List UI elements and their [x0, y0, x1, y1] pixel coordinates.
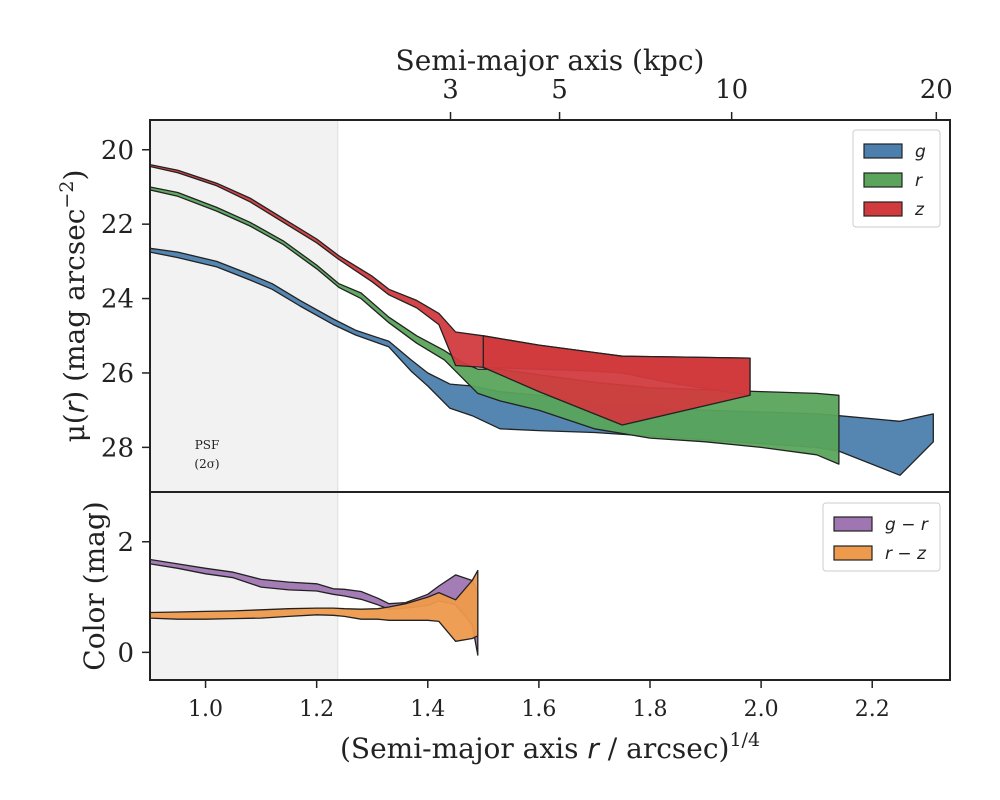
y-tick-label: 22	[101, 210, 134, 240]
top-legend: grz	[852, 129, 941, 228]
band-r-z	[150, 569, 479, 642]
y-tick-label: 20	[101, 136, 134, 166]
color-panel: 0 2 1.0 1.2 1.4 1.6 1.8 2.0 2.2 Color (mag) (Se…	[78, 491, 951, 765]
top-axis-label: Semi-major axis (kpc)	[396, 44, 705, 77]
bottom-x-axis-label: (Semi-major axis r / arcsec)1/4	[340, 729, 760, 765]
top-x-tick-label: 5	[551, 75, 568, 105]
legend-label-g: g	[915, 142, 926, 162]
legend-label-r: r	[915, 171, 923, 191]
psf-label-sigma: (2σ)	[194, 457, 219, 471]
top-x-tick-label: 3	[442, 75, 459, 105]
y-tick-label: 0	[117, 638, 134, 668]
x-tick-label: 1.2	[299, 697, 334, 722]
ylabel-sup: −2	[56, 181, 78, 209]
legend-swatch-g-r	[833, 516, 873, 532]
y-tick-label: 26	[101, 359, 134, 389]
legend-label-r-z: r − z	[885, 544, 927, 564]
legend-label-g-r: g − r	[885, 515, 929, 535]
ylabel-unit: ) (mag arcsec	[58, 209, 91, 402]
bottom-y-axis-label: Color (mag)	[78, 501, 111, 670]
top-y-axis-label: μ(r) (mag arcsec−2)	[56, 170, 91, 443]
ylabel-end: )	[58, 170, 91, 181]
xlabel-sup: 1/4	[729, 729, 760, 751]
legend-swatch-g	[863, 143, 903, 159]
legend-swatch-r-z	[833, 545, 873, 561]
psf-label: PSF	[195, 438, 220, 452]
xlabel-post: / arcsec)	[599, 732, 730, 765]
band-z-tail	[482, 335, 751, 426]
top-x-tick-label: 10	[715, 75, 748, 105]
y-tick-label: 2	[117, 528, 134, 558]
ylabel-mu: μ(	[58, 413, 91, 442]
bottom-panel-frame	[149, 491, 951, 681]
legend-swatch-r	[863, 172, 903, 188]
x-tick-label: 1.6	[521, 697, 556, 722]
top-x-tick-label: 20	[920, 75, 953, 105]
legend-label-z: z	[914, 200, 925, 220]
x-tick-label: 2.2	[855, 697, 890, 722]
x-tick-label: 1.0	[188, 697, 223, 722]
bottom-legend: g − r r − z	[822, 502, 941, 572]
ylabel-r: r	[58, 400, 91, 413]
legend-swatch-z	[863, 201, 903, 217]
x-tick-label: 1.4	[410, 697, 445, 722]
x-tick-label: 1.8	[633, 697, 668, 722]
y-tick-label: 28	[101, 433, 134, 463]
x-tick-label: 2.0	[744, 697, 779, 722]
y-tick-label: 24	[101, 285, 134, 315]
xlabel-pre: (Semi-major axis	[340, 732, 587, 765]
band-g-r	[150, 558, 479, 656]
xlabel-r: r	[587, 732, 600, 765]
